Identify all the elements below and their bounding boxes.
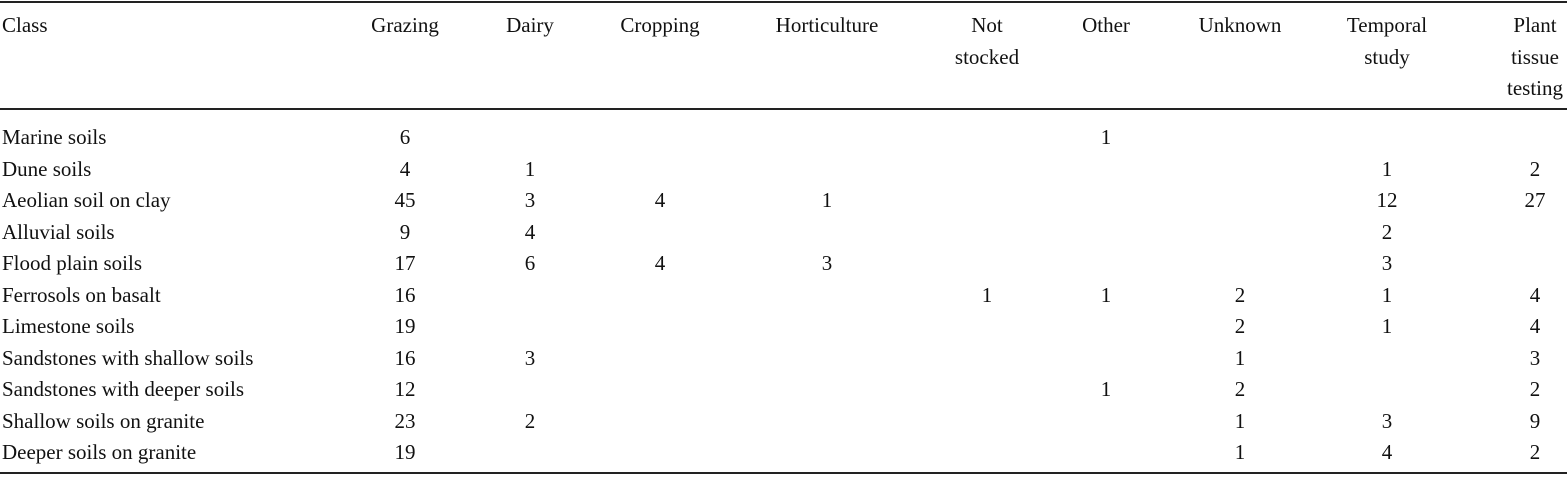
row-label: Deeper soils on granite (2, 440, 197, 464)
row-label: Sandstones with deeper soils (2, 377, 245, 401)
column-header: Dairy (506, 13, 554, 37)
cell: 2 (1529, 440, 1541, 464)
column-header: study (1364, 45, 1410, 69)
cell: 1 (1381, 314, 1393, 338)
cell: 4 (654, 188, 666, 212)
cell: 2 (1234, 377, 1246, 401)
cell: 3 (821, 251, 833, 275)
cell: 16 (394, 282, 416, 307)
cell: 1 (1100, 377, 1112, 401)
cell: 16 (394, 345, 416, 370)
cell: 9 (399, 219, 411, 244)
cell: 19 (394, 440, 416, 464)
cell: 9 (1529, 408, 1541, 433)
cell: 6 (399, 125, 411, 149)
row-label: Sandstones with shallow soils (2, 345, 254, 370)
cell: 1 (821, 188, 833, 212)
row-label: Marine soils (2, 125, 107, 149)
column-header: Cropping (620, 13, 700, 37)
cell: 1 (981, 282, 993, 307)
cell: 6 (524, 251, 536, 275)
bottom-rule (0, 472, 1567, 474)
cell: 19 (394, 314, 416, 338)
cell: 1 (1234, 408, 1246, 433)
cell: 17 (394, 251, 416, 275)
cell: 1 (1234, 440, 1246, 464)
cell: 12 (394, 377, 416, 401)
row-label: Limestone soils (2, 314, 135, 338)
column-header: Not (971, 13, 1003, 37)
row-label: Shallow soils on granite (2, 408, 205, 433)
column-header: Temporal (1346, 13, 1428, 37)
column-header: Horticulture (775, 13, 879, 37)
row-label: Flood plain soils (2, 251, 143, 275)
column-header: Plant (1513, 13, 1557, 37)
row-label: Aeolian soil on clay (2, 188, 171, 212)
row-label: Alluvial soils (2, 219, 115, 244)
column-header: Class (2, 13, 48, 37)
cell: 4 (399, 156, 411, 181)
cell: 2 (1381, 219, 1393, 244)
cell: 3 (524, 188, 536, 212)
column-header: Other (1082, 13, 1130, 37)
cell: 1 (1100, 125, 1112, 149)
cell: 23 (394, 408, 416, 433)
column-header: tissue (1511, 45, 1559, 69)
cell: 4 (654, 251, 666, 275)
cell: 4 (1529, 282, 1541, 307)
cell: 2 (524, 408, 536, 433)
cell: 1 (1234, 345, 1246, 370)
cell: 2 (1234, 314, 1246, 338)
cell: 1 (1381, 156, 1393, 181)
cell: 3 (1381, 408, 1393, 433)
cell: 45 (394, 188, 416, 212)
cell: 27 (1524, 188, 1546, 212)
cell: 1 (1100, 282, 1112, 307)
cell: 2 (1529, 156, 1541, 181)
cell: 1 (1381, 282, 1393, 307)
row-label: Ferrosols on basalt (2, 282, 161, 307)
cell: 4 (1529, 314, 1541, 338)
column-header: testing (1507, 76, 1563, 100)
cell: 4 (524, 219, 536, 244)
cell: 4 (1381, 440, 1393, 464)
cell: 2 (1234, 282, 1246, 307)
row-label: Dune soils (2, 156, 92, 181)
cell: 12 (1376, 188, 1398, 212)
cell: 3 (1529, 345, 1541, 370)
cell: 3 (524, 345, 536, 370)
cell: 1 (524, 156, 536, 181)
cell: 2 (1529, 377, 1541, 401)
cell: 3 (1381, 251, 1393, 275)
column-header: Unknown (1198, 13, 1282, 37)
top-rule (0, 1, 1567, 3)
column-header: stocked (954, 45, 1020, 69)
column-header: Grazing (371, 13, 439, 37)
header-rule (0, 108, 1567, 110)
